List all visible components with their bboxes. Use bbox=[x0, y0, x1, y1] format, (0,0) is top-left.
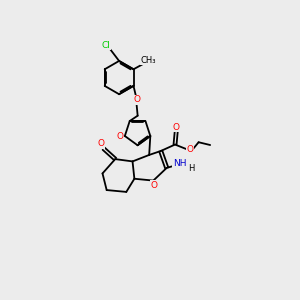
Text: Cl: Cl bbox=[102, 41, 111, 50]
Text: O: O bbox=[134, 95, 140, 104]
Text: NH: NH bbox=[173, 159, 187, 168]
Text: O: O bbox=[116, 132, 123, 141]
Text: O: O bbox=[173, 123, 180, 132]
Text: H: H bbox=[188, 164, 194, 173]
Text: O: O bbox=[98, 139, 104, 148]
Text: CH₃: CH₃ bbox=[140, 56, 156, 64]
Text: O: O bbox=[151, 181, 158, 190]
Text: O: O bbox=[186, 145, 193, 154]
